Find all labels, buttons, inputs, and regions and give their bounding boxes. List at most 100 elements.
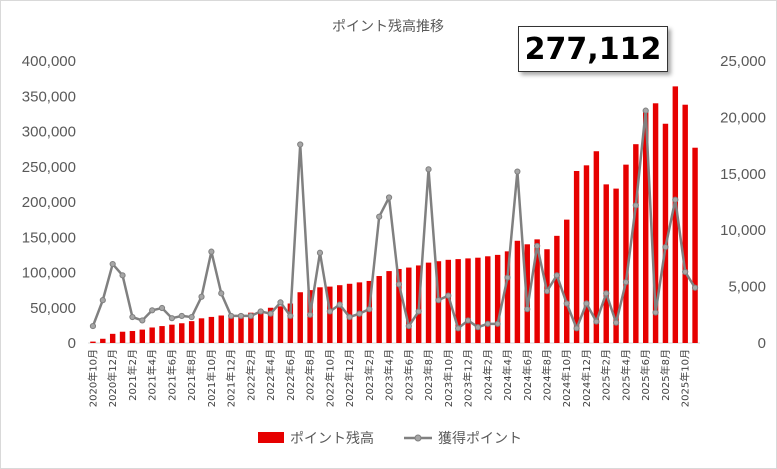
bar: [465, 258, 471, 343]
x-tick-label: 2023年6月: [402, 349, 415, 401]
x-tick-label: 2022年8月: [304, 349, 317, 401]
y-left-tick-label: 200,000: [22, 194, 76, 211]
bar: [425, 262, 432, 343]
line-point: [504, 274, 511, 281]
line-point: [385, 194, 393, 201]
bar: [593, 151, 600, 343]
line-point: [474, 324, 482, 331]
y-right-tick-label: 0: [758, 335, 766, 352]
bar: [218, 315, 224, 343]
y-left-tick-label: 300,000: [22, 124, 76, 141]
line-point: [534, 242, 541, 250]
line-point: [198, 293, 205, 300]
y-left-tick-label: 0: [68, 335, 76, 352]
bar: [179, 323, 185, 343]
bar: [652, 103, 659, 343]
line-point: [306, 311, 314, 318]
line-point: [652, 309, 659, 316]
bar: [336, 285, 343, 343]
line-point: [395, 281, 403, 288]
legend-bar-swatch: [258, 432, 284, 443]
bar: [682, 104, 688, 344]
line-point: [218, 290, 225, 297]
line-point: [642, 107, 649, 114]
line-point: [632, 202, 639, 209]
line-point: [149, 307, 156, 314]
line-point: [89, 322, 97, 330]
x-tick-label: 2022年6月: [284, 349, 297, 401]
line-point: [287, 312, 294, 320]
line-point: [415, 308, 422, 315]
bar: [485, 256, 491, 343]
y-right-tick-label: 15,000: [720, 166, 766, 183]
line-point: [228, 312, 235, 320]
line-point: [168, 315, 176, 322]
x-tick-label: 2021年10月: [205, 349, 218, 407]
bar: [169, 324, 175, 343]
bar: [297, 292, 303, 343]
x-tick-label: 2020年10月: [86, 349, 99, 407]
bar: [159, 326, 165, 343]
line-path: [91, 109, 697, 330]
bar: [573, 170, 580, 343]
axes: 0 50,000 100,000 150,000 200,000 250,000 300,0…: [22, 53, 766, 407]
x-tick-label: 2024年2月: [481, 349, 494, 401]
bar: [277, 306, 284, 343]
line-point: [326, 308, 333, 315]
line-point: [99, 297, 106, 304]
line-point: [514, 168, 521, 175]
bar: [445, 259, 452, 343]
x-tick-label: 2023年2月: [363, 349, 376, 401]
x-tick-label: 2025年4月: [619, 349, 632, 401]
x-tick-label: 2022年12月: [343, 349, 356, 407]
bar: [317, 287, 323, 343]
line-point: [612, 319, 620, 326]
x-tick-label: 2025年10月: [679, 349, 692, 407]
bar: [228, 314, 234, 343]
line-point: [563, 300, 570, 307]
line-point: [553, 272, 560, 279]
y-left-tick-label: 150,000: [22, 229, 76, 246]
line-point: [662, 244, 669, 251]
line-series: [89, 107, 699, 332]
x-tick-label: 2023年8月: [422, 349, 435, 401]
y-right-tick-label: 5,000: [728, 279, 766, 296]
line-point: [376, 213, 383, 220]
line-point: [366, 306, 373, 313]
bar-series: [90, 86, 698, 344]
bar: [267, 307, 274, 343]
x-tick-label: 2021年12月: [225, 349, 238, 407]
bar: [208, 316, 215, 343]
bar: [544, 249, 550, 343]
bar: [119, 331, 126, 343]
line-point: [691, 284, 699, 291]
bar: [90, 341, 96, 343]
x-tick-label: 2024年10月: [560, 349, 573, 407]
bar: [494, 254, 501, 343]
line-point: [267, 310, 274, 317]
x-tick-label: 2021年4月: [146, 349, 159, 401]
x-tick-label: 2023年4月: [383, 349, 396, 401]
legend: ポイント残高 獲得ポイント: [258, 430, 522, 447]
bar: [386, 271, 392, 343]
current-balance-badge: 277,112: [518, 26, 668, 72]
bar: [198, 318, 205, 343]
bar: [287, 303, 294, 343]
line-point: [346, 313, 353, 321]
y-left-tick-label: 50,000: [30, 300, 76, 317]
line-point: [336, 301, 343, 308]
bar: [139, 329, 146, 343]
bar: [327, 286, 333, 343]
x-tick-label: 2023年10月: [442, 349, 455, 407]
line-point: [158, 304, 166, 312]
line-point: [524, 306, 531, 313]
line-point: [573, 325, 580, 332]
line-point: [237, 312, 245, 320]
x-tick-label: 2022年4月: [264, 349, 277, 401]
x-tick-label: 2023年12月: [462, 349, 475, 407]
line-point: [405, 322, 412, 330]
x-tick-label: 2024年12月: [580, 349, 593, 407]
x-tick-label: 2024年6月: [521, 349, 534, 401]
bar: [564, 219, 570, 343]
y-left-tick-label: 350,000: [22, 88, 76, 105]
